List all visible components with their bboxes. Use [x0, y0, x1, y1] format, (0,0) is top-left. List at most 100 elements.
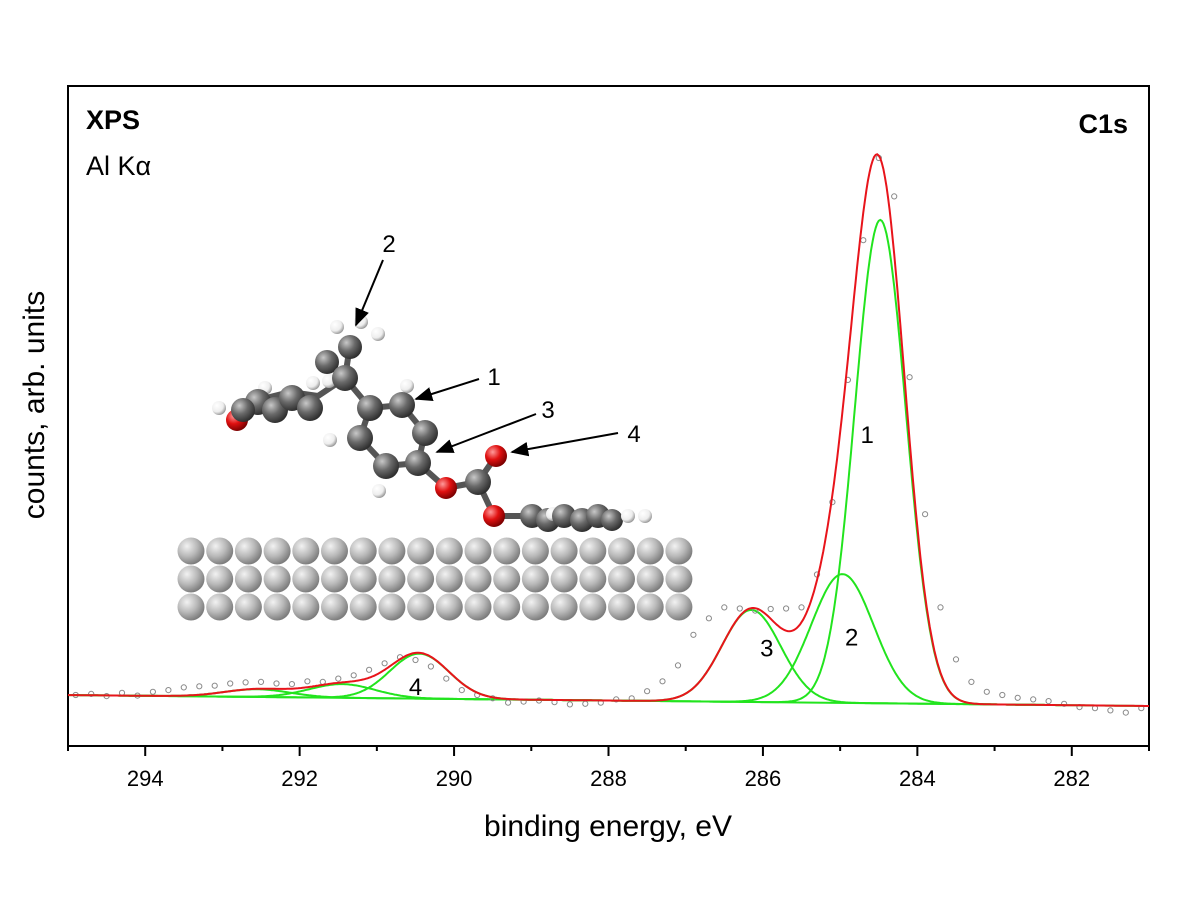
- surface-atom: [407, 537, 435, 565]
- carbon-atom: [297, 395, 323, 421]
- surface-atom: [464, 537, 492, 565]
- surface-atom: [407, 593, 435, 621]
- surface-atom: [579, 565, 607, 593]
- data-point: [304, 678, 311, 685]
- data-point: [1014, 694, 1021, 701]
- data-point: [165, 687, 172, 694]
- data-point: [381, 660, 388, 667]
- hydrogen-atom: [400, 379, 414, 393]
- carbon-atom: [412, 420, 438, 446]
- carbon-atom: [465, 469, 491, 495]
- data-point: [350, 672, 357, 679]
- hydrogen-atom: [638, 509, 652, 523]
- surface-atom: [321, 593, 348, 621]
- data-point: [783, 605, 790, 612]
- surface-atom: [579, 593, 607, 621]
- envelope-layer: [67, 153, 1149, 707]
- molecule-atoms: [212, 315, 652, 532]
- carbon-atom: [552, 504, 576, 528]
- surface-atom: [608, 537, 635, 565]
- surface-atom: [521, 565, 549, 593]
- surface-atom: [493, 565, 521, 593]
- surface-atom: [177, 537, 205, 565]
- surface-atom: [636, 593, 664, 621]
- surface-atom: [292, 537, 320, 565]
- surface-atom: [321, 537, 348, 565]
- data-point: [721, 604, 728, 611]
- data-point: [983, 688, 990, 695]
- data-point: [273, 680, 280, 687]
- data-point: [582, 700, 589, 707]
- surface-atoms: [177, 537, 693, 621]
- y-axis-title: counts, arb. units: [18, 291, 51, 519]
- data-point: [335, 675, 342, 682]
- peak-label-3: 3: [760, 636, 773, 663]
- hydrogen-atom: [371, 327, 385, 341]
- surface-atom: [608, 593, 635, 621]
- callout-arrows: [355, 259, 619, 457]
- data-point: [88, 690, 95, 698]
- carbon-atom: [338, 335, 362, 359]
- surface-atom: [435, 537, 463, 565]
- surface-atom: [493, 537, 521, 565]
- data-point: [211, 682, 218, 689]
- callout-label-1: 1: [487, 364, 500, 391]
- data-point: [566, 701, 574, 708]
- x-tick-label: 290: [436, 766, 473, 791]
- data-point: [937, 604, 944, 611]
- component-peak-2: [622, 573, 1063, 707]
- data-point: [196, 683, 203, 690]
- data-point: [242, 679, 249, 686]
- data-point: [1030, 696, 1037, 703]
- surface-atom: [349, 537, 377, 565]
- surface-atom: [234, 565, 262, 593]
- component-peak-1: [699, 218, 1061, 707]
- data-point: [427, 663, 434, 670]
- hydrogen-atom: [372, 484, 386, 498]
- data-point: [674, 662, 682, 669]
- peak-label-1: 1: [861, 422, 874, 449]
- surface-atom: [435, 565, 463, 593]
- carbon-atom: [231, 398, 255, 422]
- data-point: [288, 681, 295, 688]
- components-layer: [67, 218, 1063, 707]
- data-point: [798, 604, 805, 611]
- surface-atom: [378, 593, 406, 621]
- x-tick-label: 292: [281, 766, 318, 791]
- component-peak-3: [542, 608, 960, 706]
- surface-atom: [263, 565, 291, 593]
- x-axis-ticks: 294 292 290 288 286 284 282: [67, 746, 1150, 791]
- data-point: [644, 688, 651, 695]
- surface-atom: [321, 565, 348, 593]
- surface-atom: [464, 593, 492, 621]
- callout-arrow-2: [355, 259, 384, 327]
- x-tick-label: 284: [899, 766, 936, 791]
- surface-atom: [608, 565, 635, 593]
- hydrogen-atom: [306, 376, 320, 390]
- surface-atom: [521, 537, 549, 565]
- peak-label-4: 4: [409, 674, 422, 701]
- data-point: [922, 511, 929, 518]
- peak-labels: 1 2 3 4: [409, 422, 874, 701]
- carbon-atom: [601, 509, 623, 531]
- molecule-on-surface-illustration: 2 1 3 4: [177, 231, 693, 621]
- data-point: [227, 680, 234, 687]
- source-label: Al Kα: [86, 151, 151, 181]
- callout-label-4: 4: [627, 421, 640, 448]
- hydrogen-atom: [323, 433, 337, 447]
- data-point: [149, 688, 156, 695]
- surface-atom: [435, 593, 463, 621]
- oxygen-atom: [483, 505, 505, 527]
- x-axis-title: binding energy, eV: [484, 810, 732, 843]
- carbon-atom: [389, 392, 415, 418]
- surface-atom: [292, 593, 320, 621]
- surface-atom: [206, 593, 234, 621]
- carbon-atom: [357, 395, 383, 421]
- data-point: [906, 374, 913, 381]
- method-label: XPS: [86, 105, 140, 135]
- callout-arrow-1: [414, 378, 480, 401]
- carbon-atom: [332, 365, 358, 391]
- surface-atom: [521, 593, 549, 621]
- surface-atom: [636, 537, 664, 565]
- data-point: [690, 631, 697, 638]
